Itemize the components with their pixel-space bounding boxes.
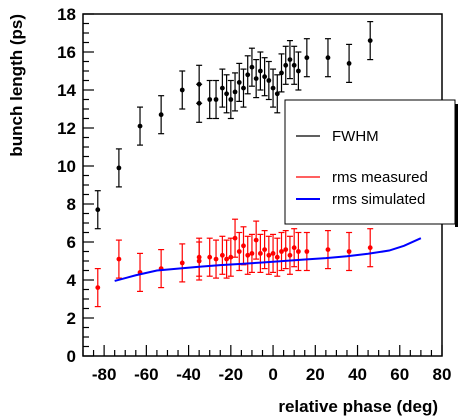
- y-tick-label: 16: [57, 43, 76, 62]
- y-tick-label: 12: [57, 119, 76, 138]
- data-point: [346, 61, 352, 66]
- legend: FWHM rms measured rms simulated: [284, 99, 458, 227]
- data-point: [291, 62, 297, 68]
- x-tick-label: 40: [348, 365, 367, 384]
- y-tick-label: 8: [67, 195, 76, 214]
- data-point: [219, 85, 225, 91]
- x-tick-label: 20: [306, 365, 325, 384]
- data-point: [245, 252, 251, 258]
- series-line: [114, 237, 422, 282]
- data-point: [95, 207, 101, 213]
- data-point: [232, 235, 238, 241]
- data-point: [325, 247, 331, 253]
- y-tick-label: 2: [67, 309, 76, 328]
- data-point: [236, 249, 242, 254]
- data-point: [249, 64, 255, 70]
- data-point: [257, 68, 263, 74]
- x-tick-label: -60: [134, 365, 159, 384]
- legend-label: rms measured: [332, 169, 428, 186]
- x-axis-title: relative phase (deg): [278, 397, 438, 416]
- data-point: [249, 251, 255, 256]
- x-tick-label: 0: [268, 365, 277, 384]
- data-point: [179, 87, 185, 93]
- data-point: [116, 165, 122, 171]
- legend-label: rms simulated: [332, 191, 425, 208]
- data-point: [270, 85, 276, 91]
- data-point: [325, 55, 331, 61]
- data-point: [274, 254, 280, 260]
- data-point: [213, 97, 219, 102]
- data-point: [283, 247, 289, 253]
- y-tick-label: 18: [57, 5, 76, 24]
- data-point: [196, 100, 202, 106]
- data-point: [262, 247, 268, 253]
- data-point: [287, 252, 293, 258]
- legend-box: [284, 99, 456, 225]
- data-point: [270, 251, 276, 256]
- data-point: [253, 237, 259, 243]
- legend-shadow: [455, 104, 458, 227]
- data-point: [266, 252, 272, 258]
- data-point: [232, 89, 238, 95]
- data-point: [283, 62, 289, 68]
- data-point: [304, 55, 310, 61]
- data-point: [95, 285, 101, 290]
- data-point: [257, 251, 263, 256]
- data-point: [245, 72, 251, 78]
- data-point: [236, 80, 242, 85]
- data-point: [207, 97, 213, 102]
- tick-labels: -80 -60 -40 -20 0 20 40 60 80 0 2 4 6 8 10 12 14 16 18: [57, 5, 451, 384]
- y-axis-title: bunch length (ps): [7, 14, 26, 157]
- data-point: [253, 76, 259, 81]
- series-0: [94, 21, 374, 230]
- data-point: [241, 85, 246, 91]
- y-tick-label: 6: [67, 233, 76, 252]
- y-tick-label: 0: [67, 347, 76, 366]
- data-point: [296, 68, 301, 74]
- x-tick-label: -40: [176, 365, 201, 384]
- axis-ticks: [82, 13, 443, 357]
- data-point: [196, 258, 202, 264]
- x-tick-label: 60: [390, 365, 409, 384]
- data-point: [158, 112, 164, 118]
- y-tick-label: 14: [57, 81, 76, 100]
- data-point: [137, 123, 143, 129]
- y-tick-label: 4: [67, 271, 77, 290]
- data-point: [213, 256, 219, 262]
- x-tick-label: -80: [92, 365, 117, 384]
- series-2: [114, 237, 422, 282]
- plot-area: [94, 21, 422, 308]
- data-point: [224, 91, 230, 97]
- data-point: [291, 245, 297, 251]
- data-point: [304, 249, 310, 254]
- data-point: [179, 260, 185, 266]
- y-tick-label: 10: [57, 157, 76, 176]
- data-point: [116, 256, 122, 262]
- data-point: [262, 74, 268, 80]
- data-point: [228, 254, 234, 260]
- data-point: [367, 245, 373, 251]
- data-point: [228, 97, 234, 102]
- series-1: [94, 218, 374, 308]
- data-point: [367, 38, 373, 43]
- x-tick-label: -20: [219, 365, 244, 384]
- data-point: [296, 249, 301, 254]
- data-point: [287, 57, 293, 62]
- data-point: [279, 70, 284, 76]
- data-point: [219, 252, 225, 258]
- data-point: [207, 254, 213, 260]
- data-point: [346, 249, 352, 254]
- data-point: [224, 256, 230, 262]
- data-point: [241, 243, 246, 249]
- x-tick-label: 80: [433, 365, 452, 384]
- data-point: [279, 249, 284, 254]
- data-point: [266, 78, 272, 83]
- data-point: [274, 91, 280, 97]
- legend-label: FWHM: [332, 128, 379, 145]
